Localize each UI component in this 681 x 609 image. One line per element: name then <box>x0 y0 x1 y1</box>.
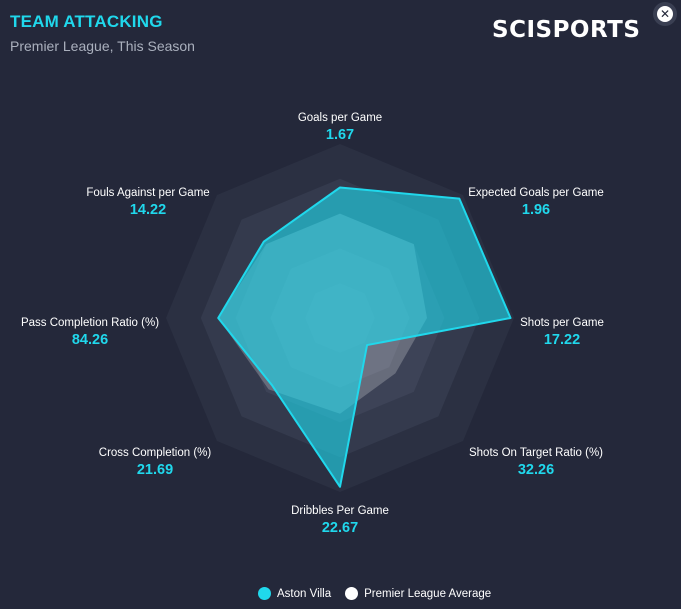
axis-value: 32.26 <box>517 462 555 478</box>
axis-value: 1.96 <box>521 202 551 218</box>
axis-value: 17.22 <box>543 332 581 348</box>
axis-value: 22.67 <box>321 520 359 536</box>
axis-label: Cross Completion (%) 21.69 <box>99 447 211 478</box>
axis-value: 84.26 <box>71 332 109 348</box>
scisports-logo: SCISPORTS <box>492 17 641 43</box>
legend-average-label: Premier League Average <box>364 587 492 600</box>
axis-label: Expected Goals per Game 1.96 <box>468 187 604 218</box>
legend-team-label: Aston Villa <box>277 587 332 600</box>
legend-item-team[interactable]: Aston Villa <box>258 587 331 600</box>
axis-name: Goals per Game <box>297 112 383 124</box>
radar-series-layer <box>217 186 512 488</box>
legend-average-marker <box>345 587 359 600</box>
axis-label: Shots On Target Ratio (%) 32.26 <box>469 447 603 478</box>
series-aston-villa <box>217 186 512 488</box>
axis-value: 21.69 <box>136 462 174 478</box>
chart-title: TEAM ATTACKING <box>10 12 163 31</box>
axis-name: Expected Goals per Game <box>468 187 604 199</box>
chart-legend: Aston Villa Premier League Average <box>258 587 491 600</box>
axis-label: Goals per Game 1.67 <box>298 112 382 143</box>
axis-name: Shots per Game <box>520 317 604 329</box>
close-icon: ✕ <box>657 6 673 22</box>
axis-label: Shots per Game 17.22 <box>520 317 604 348</box>
axis-value: 1.67 <box>325 127 355 143</box>
chart-header: TEAM ATTACKING Premier League, This Seas… <box>10 12 195 54</box>
axis-name: Pass Completion Ratio (%) <box>20 317 160 329</box>
chart-subtitle: Premier League, This Season <box>10 38 195 54</box>
close-button[interactable]: ✕ <box>653 2 677 26</box>
axis-label: Dribbles Per Game 22.67 <box>291 505 389 536</box>
axis-name: Cross Completion (%) <box>98 447 212 459</box>
axis-label: Pass Completion Ratio (%) 84.26 <box>21 317 159 348</box>
legend-team-marker <box>258 587 271 600</box>
axis-name: Shots On Target Ratio (%) <box>468 447 604 459</box>
axis-label: Fouls Against per Game 14.22 <box>86 187 209 218</box>
axis-name: Fouls Against per Game <box>86 187 210 199</box>
axis-name: Dribbles Per Game <box>291 505 389 517</box>
legend-item-average[interactable]: Premier League Average <box>345 587 491 600</box>
axis-value: 14.22 <box>129 202 167 218</box>
